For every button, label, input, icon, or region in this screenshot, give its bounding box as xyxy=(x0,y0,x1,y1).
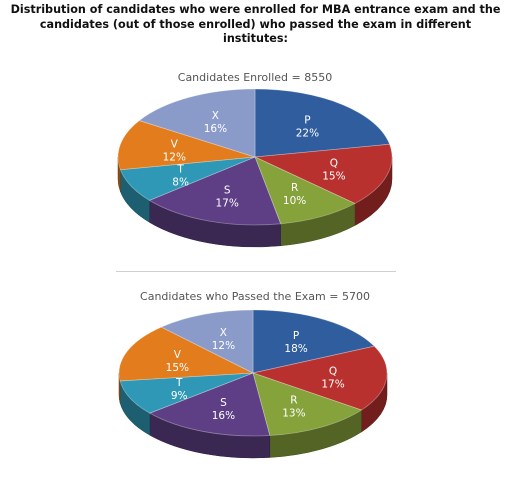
enrolled-slice-label-V: V xyxy=(171,138,179,150)
passed-slice-label-X: X xyxy=(220,327,227,339)
passed-slice-label-S: S xyxy=(220,397,227,409)
title-line-2: candidates (out of those enrolled) who p… xyxy=(39,17,472,31)
enrolled-slice-label-Q: Q xyxy=(330,157,338,169)
enrolled-slice-label-X: X xyxy=(212,110,219,122)
title-line-3: institutes: xyxy=(222,32,289,45)
passed-slice-label-Q: Q xyxy=(329,366,337,378)
enrolled-slice-X xyxy=(138,88,256,158)
enrolled-slice-value-S: 17% xyxy=(215,197,238,209)
passed-slice-label-T: T xyxy=(175,377,183,389)
passed-slice-value-X: 12% xyxy=(212,340,235,352)
enrolled-pie-chart: Candidates Enrolled = 8550 P22% Q15% R10% S… xyxy=(117,71,393,248)
passed-slice-X xyxy=(160,309,254,374)
passed-slice-value-S: 16% xyxy=(212,410,235,422)
enrolled-slice-value-R: 10% xyxy=(283,195,306,207)
enrolled-slice-label-R: R xyxy=(291,182,298,194)
chart-divider xyxy=(116,271,396,272)
passed-slice-label-R: R xyxy=(290,395,297,407)
enrolled-slice-value-Q: 15% xyxy=(322,170,345,182)
passed-slice-T xyxy=(119,372,254,414)
page-title: Distribution of candidates who were enro… xyxy=(0,3,511,47)
enrolled-slice-value-V: 12% xyxy=(163,151,186,163)
enrolled-slice-value-X: 16% xyxy=(204,123,227,135)
passed-slice-value-Q: 17% xyxy=(321,379,344,391)
passed-slice-value-P: 18% xyxy=(284,343,307,355)
passed-pie: P18% Q17% R13% S16% T9% V15% X12% xyxy=(118,309,388,459)
title-line-1: Distribution of candidates who were enro… xyxy=(10,3,501,16)
enrolled-slice-value-P: 22% xyxy=(296,128,319,140)
enrolled-slice-label-T: T xyxy=(176,163,184,175)
enrolled-slice-V xyxy=(117,120,256,171)
enrolled-slice-Q xyxy=(253,143,393,204)
enrolled-chart-title: Candidates Enrolled = 8550 xyxy=(178,71,332,84)
passed-slice-label-V: V xyxy=(174,349,182,361)
passed-slice-V xyxy=(118,326,255,382)
enrolled-slice-value-T: 8% xyxy=(172,176,189,188)
passed-pie-chart: Candidates who Passed the Exam = 5700 P1… xyxy=(118,290,388,459)
passed-slice-label-P: P xyxy=(293,330,299,342)
enrolled-slice-P xyxy=(254,88,391,158)
passed-slice-P xyxy=(252,309,376,374)
enrolled-slice-label-P: P xyxy=(304,115,310,127)
passed-slice-value-R: 13% xyxy=(282,408,305,420)
passed-slice-value-T: 9% xyxy=(171,390,188,402)
enrolled-slice-label-S: S xyxy=(224,184,231,196)
passed-slice-Q xyxy=(251,345,388,411)
enrolled-slice-R xyxy=(254,156,356,225)
passed-chart-title: Candidates who Passed the Exam = 5700 xyxy=(140,290,370,303)
passed-slice-R xyxy=(252,372,363,436)
passed-slice-S xyxy=(148,372,271,437)
enrolled-slice-T xyxy=(119,156,256,201)
enrolled-pie: P22% Q15% R10% S17% T8% V12% X16% xyxy=(117,88,393,248)
enrolled-slice-S xyxy=(148,156,282,226)
passed-slice-value-V: 15% xyxy=(166,362,189,374)
